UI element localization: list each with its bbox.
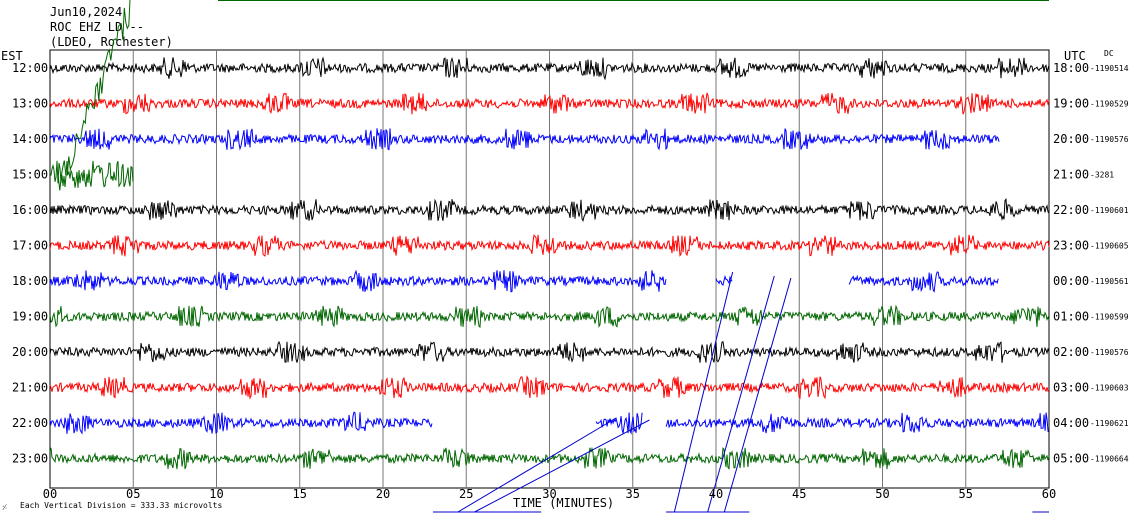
utc-time-label: 20:00 <box>1053 132 1089 146</box>
dc-offset-label: -1190529 <box>1090 100 1129 109</box>
x-axis-title: TIME (MINUTES) <box>513 496 614 510</box>
dc-offset-label: -1190599 <box>1090 313 1129 322</box>
seismic-trace <box>49 340 1050 363</box>
seismic-trace <box>49 234 1050 257</box>
dc-offset-label: -1190561 <box>1090 277 1129 286</box>
seismic-trace <box>49 128 1000 151</box>
dc-offset-label: -1190603 <box>1090 384 1129 393</box>
x-tick-label: 25 <box>459 487 473 501</box>
x-tick-label: 60 <box>1042 487 1056 501</box>
est-time-label: 23:00 <box>12 452 48 466</box>
header-network: (LDEO, Rochester) <box>50 35 173 49</box>
header-date: Jun10,2024 <box>50 5 122 19</box>
est-time-label: 15:00 <box>12 168 48 182</box>
event-diagonal-line <box>673 271 734 513</box>
seismic-trace <box>665 412 1049 434</box>
trace-group <box>49 56 1050 470</box>
x-tick-label: 05 <box>126 487 140 501</box>
dc-offset-label: -1190605 <box>1090 242 1129 251</box>
event-diagonal-line <box>723 277 792 513</box>
footer-note: Each Vertical Division = 333.33 microvol… <box>20 501 222 510</box>
utc-time-label: 23:00 <box>1053 239 1089 253</box>
seismic-trace <box>49 160 134 188</box>
x-tick-label: 00 <box>43 487 57 501</box>
utc-time-label: 22:00 <box>1053 203 1089 217</box>
est-time-label: 16:00 <box>12 203 48 217</box>
utc-time-label: 19:00 <box>1053 97 1089 111</box>
seismic-trace <box>715 274 733 286</box>
utc-time-label: 00:00 <box>1053 274 1089 288</box>
event-overlay <box>57 0 1049 513</box>
event-diagonal-line <box>707 275 775 513</box>
utc-time-label: 01:00 <box>1053 310 1089 324</box>
seismic-trace <box>49 446 1050 470</box>
est-time-label: 17:00 <box>12 239 48 253</box>
dc-label: DC <box>1104 49 1114 58</box>
x-tick-label: 45 <box>792 487 806 501</box>
dc-offset-label: -1190514 <box>1090 64 1129 73</box>
utc-axis-label: UTC <box>1064 49 1086 63</box>
x-tick-label: 40 <box>709 487 723 501</box>
est-time-label: 18:00 <box>12 274 48 288</box>
event-spike-trace <box>57 0 131 191</box>
seismic-trace <box>49 269 667 293</box>
dc-offset-label: -1190576 <box>1090 135 1129 144</box>
dc-offset-label: -3281 <box>1090 171 1114 180</box>
x-tick-label: 10 <box>209 487 223 501</box>
header-station: ROC EHZ LD -- <box>50 20 144 34</box>
seismic-trace <box>49 411 433 435</box>
utc-time-label: 21:00 <box>1053 168 1089 182</box>
dc-offset-label: -1190664 <box>1090 455 1129 464</box>
est-time-label: 21:00 <box>12 381 48 395</box>
seismic-trace <box>49 198 1050 223</box>
utc-time-label: 04:00 <box>1053 416 1089 430</box>
est-time-label: 20:00 <box>12 345 48 359</box>
est-time-labels: 12:00 13:00 14:00 15:00 16:00 17:00 18:00 19:00… <box>12 61 48 466</box>
seismic-trace <box>595 412 643 435</box>
seismic-trace <box>49 304 1050 328</box>
seismic-trace <box>49 375 1050 400</box>
est-time-label: 22:00 <box>12 416 48 430</box>
scale-marker-icon: ⸓ <box>2 503 7 512</box>
dc-offset-label: -1190576 <box>1090 348 1129 357</box>
est-time-label: 19:00 <box>12 310 48 324</box>
seismic-trace <box>848 271 999 293</box>
x-tick-label: 55 <box>959 487 973 501</box>
seismic-trace <box>49 56 1050 81</box>
x-tick-label: 35 <box>626 487 640 501</box>
grid-lines <box>132 50 967 488</box>
utc-time-label: 03:00 <box>1053 381 1089 395</box>
utc-time-label: 05:00 <box>1053 452 1089 466</box>
x-tick-label: 30 <box>542 487 556 501</box>
x-tick-label: 50 <box>875 487 889 501</box>
est-time-label: 13:00 <box>12 97 48 111</box>
x-tick-labels: 00 05 10 15 20 25 30 35 40 45 50 55 60 <box>43 487 1056 501</box>
est-time-label: 12:00 <box>12 61 48 75</box>
dc-offset-label: -1190601 <box>1090 206 1129 215</box>
x-tick-label: 20 <box>376 487 390 501</box>
est-axis-label: EST <box>1 49 23 63</box>
event-diagonal-line <box>457 417 617 513</box>
utc-time-label: 02:00 <box>1053 345 1089 359</box>
est-time-label: 14:00 <box>12 132 48 146</box>
event-diagonal-line <box>474 419 650 513</box>
x-tick-label: 15 <box>293 487 307 501</box>
seismic-trace <box>49 92 1050 115</box>
dc-offset-label: -1190621 <box>1090 419 1129 428</box>
utc-time-label: 18:00 <box>1053 61 1089 75</box>
